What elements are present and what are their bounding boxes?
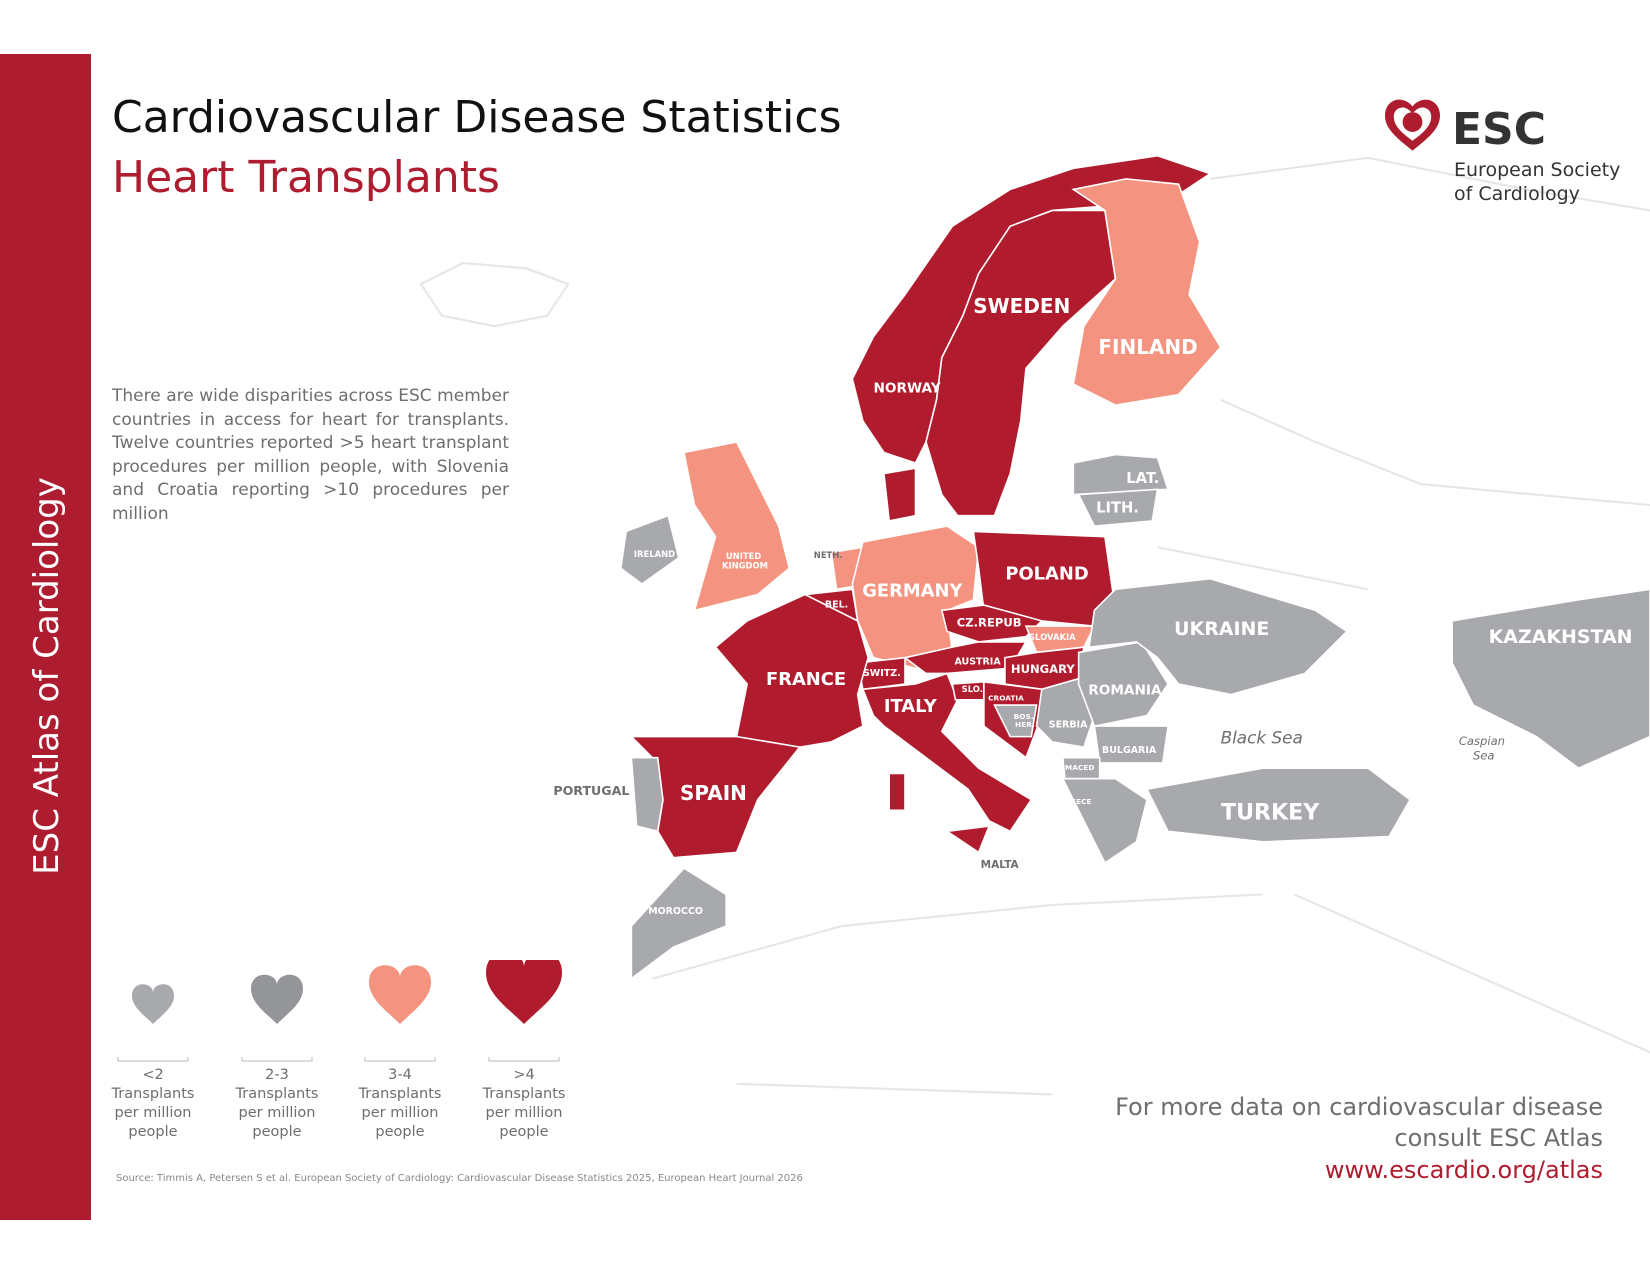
country-label: SERBIA: [1049, 720, 1088, 731]
legend-heart: [369, 965, 431, 1024]
legend-range: 3-4: [388, 1067, 412, 1083]
country-shape: [1071, 178, 1222, 406]
country-shape: [620, 514, 680, 586]
country-label: NETH.: [814, 550, 843, 560]
subtitle: Heart Transplants: [112, 152, 500, 203]
legend-heart: [251, 974, 303, 1024]
country-label: BOS. HER.: [1014, 712, 1037, 729]
legend-heart: [485, 960, 563, 1025]
country-label: CZ.REPUB: [957, 615, 1022, 629]
sea-label: Black Sea: [1221, 728, 1303, 748]
legend-label: 2-3 Transplants per million people: [217, 1066, 337, 1142]
cta-text: For more data on cardiovascular disease …: [1115, 1093, 1603, 1152]
legend-text: Transplants per million people: [111, 1086, 195, 1140]
country-shape: [993, 704, 1038, 738]
country-label: MOROCCO: [648, 906, 703, 917]
country-label: LAT.: [1126, 470, 1159, 487]
legend-range: <2: [142, 1067, 164, 1083]
country-shapes: [620, 154, 1650, 981]
legend-bracket: [488, 1057, 560, 1062]
country-label: PORTUGAL: [553, 783, 629, 798]
country-shape: [1077, 488, 1159, 527]
legend-label: <2 Transplants per million people: [93, 1066, 213, 1142]
country-label: LITH.: [1096, 499, 1139, 516]
country-label: GREECE: [1059, 797, 1091, 806]
country-shape: [888, 772, 906, 812]
country-label: TURKEY: [1221, 799, 1320, 825]
country-shape: [630, 756, 664, 833]
country-shape: [883, 467, 917, 522]
legend-label: >4 Transplants per million people: [464, 1066, 584, 1142]
country-label: SWITZ.: [863, 668, 901, 679]
country-shape: [1061, 777, 1148, 865]
legend-swatch: [241, 974, 313, 1062]
country-label: NORWAY: [874, 380, 942, 396]
country-label: FINLAND: [1098, 335, 1197, 359]
country-shape: [972, 530, 1117, 627]
url-link[interactable]: www.escardio.org/atlas: [1324, 1156, 1603, 1184]
logo-abbr: ESC: [1452, 104, 1547, 155]
legend-range: 2-3: [265, 1067, 289, 1083]
country-shape: [1093, 725, 1169, 764]
legend-range: >4: [513, 1067, 535, 1083]
legend-bracket: [117, 1057, 189, 1062]
country-shape: [630, 867, 727, 981]
country-label: CROATIA: [988, 694, 1024, 703]
country-label: MALTA: [981, 859, 1020, 871]
country-label: ROMANIA: [1088, 682, 1162, 698]
legend-heart: [132, 984, 174, 1024]
country-label: SLOVAKIA: [1029, 632, 1076, 642]
logo-icon: [1385, 99, 1440, 151]
sidebar: [0, 54, 91, 1220]
iceland: [419, 262, 570, 328]
country-shape: [683, 441, 791, 612]
legend-swatch: [364, 965, 436, 1062]
country-label: GERMANY: [862, 580, 963, 601]
country-shape: [861, 672, 1033, 833]
legend-swatch: [117, 984, 189, 1062]
country-label: ITALY: [884, 696, 938, 717]
country-label: KAZAKHSTAN: [1489, 626, 1633, 648]
legend-text: Transplants per million people: [235, 1086, 319, 1140]
legend-text: Transplants per million people: [482, 1086, 566, 1140]
legend-bracket: [364, 1057, 436, 1062]
country-label: BULGARIA: [1102, 745, 1157, 756]
title: Cardiovascular Disease Statistics: [112, 92, 842, 143]
legend-swatch: [485, 960, 563, 1062]
country-shape: [714, 593, 869, 748]
country-label: MACED: [1065, 763, 1095, 772]
country-label: UKRAINE: [1174, 618, 1269, 640]
country-label: POLAND: [1005, 564, 1088, 585]
country-shape: [1451, 588, 1650, 770]
country-shape: [940, 604, 1044, 643]
background-land: [419, 156, 1650, 1096]
country-label: SWEDEN: [973, 294, 1070, 318]
sea-label: Caspian Sea: [1459, 733, 1509, 762]
country-label: IRELAND: [634, 549, 675, 559]
country-label: FRANCE: [766, 669, 846, 690]
country-shape: [944, 825, 991, 854]
country-shape: [1088, 577, 1349, 696]
country-label: AUSTRIA: [955, 656, 1002, 667]
source-note: Source: Timmis A, Petersen S et al. Euro…: [116, 1173, 803, 1184]
intro-text: There are wide disparities across ESC me…: [112, 386, 509, 524]
country-labels: NORWAY SWEDEN FINLAND LAT. LITH. IRELAND UNITE…: [553, 294, 1632, 917]
logo-name: European Society of Cardiology: [1454, 159, 1621, 205]
legend-label: 3-4 Transplants per million people: [340, 1066, 460, 1142]
country-shape: [1145, 767, 1412, 843]
map-group: NORWAY SWEDEN FINLAND LAT. LITH. IRELAND UNITE…: [419, 154, 1650, 1096]
legend-bracket: [241, 1057, 313, 1062]
country-label: SLO.: [962, 684, 983, 694]
country-shape: [1072, 453, 1170, 496]
country-label: HUNGARY: [1011, 662, 1075, 676]
country-label: BEL.: [825, 600, 848, 611]
country-label: UNITED KINGDOM: [722, 551, 768, 570]
legend-text: Transplants per million people: [358, 1086, 442, 1140]
background-borders: [652, 156, 1650, 1096]
country-label: SPAIN: [680, 781, 747, 805]
